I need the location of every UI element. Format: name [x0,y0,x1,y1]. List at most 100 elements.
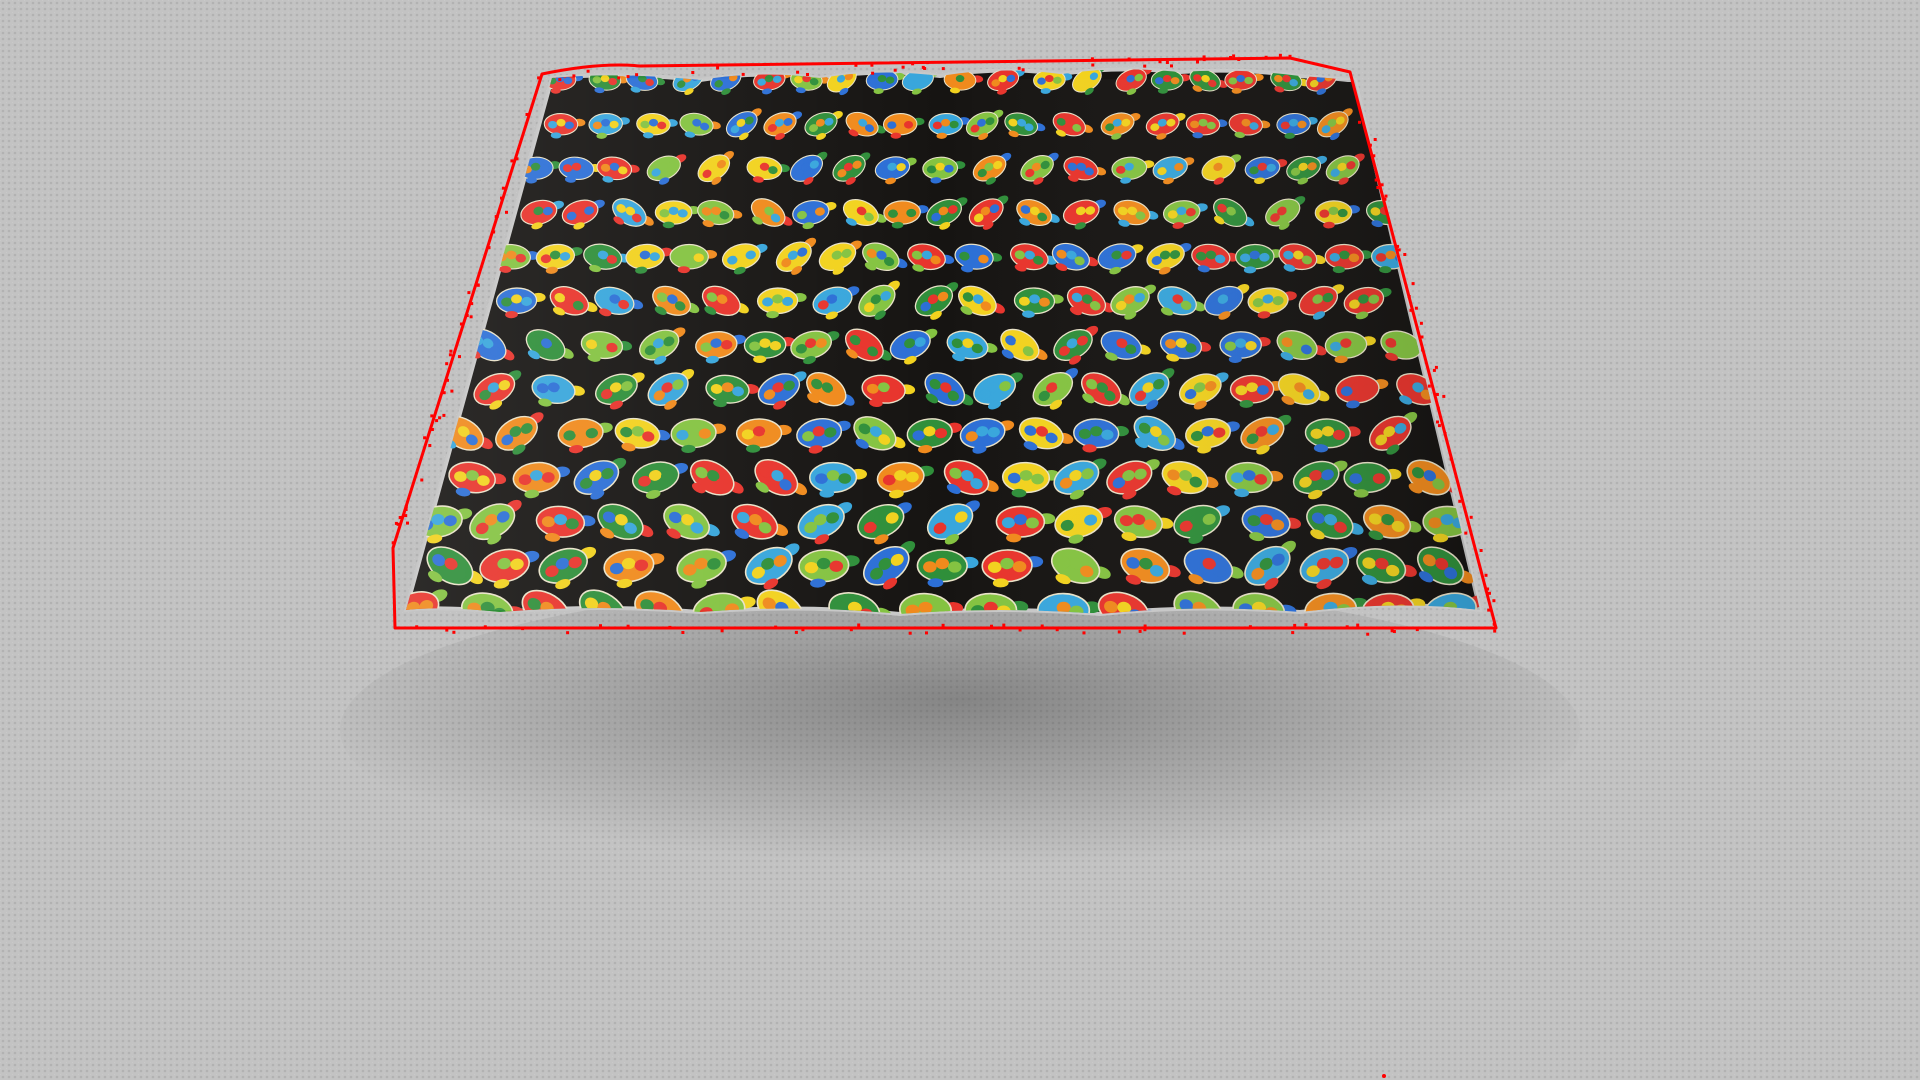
outline-point [430,414,434,418]
outline-point [1486,587,1490,591]
outline-point [1493,629,1497,633]
outline-point [1372,154,1376,158]
outline-point [668,625,672,629]
outline-point [391,541,395,545]
outline-point [617,76,621,80]
outline-point [458,355,461,359]
outline-point [1419,321,1423,325]
outline-point [404,508,408,511]
cloth-sheet [403,67,1483,617]
outline-point [505,210,508,214]
outline-point [1288,54,1292,58]
outline-point [1345,625,1349,629]
outline-point [1415,628,1419,632]
outline-point [1018,628,1022,632]
outline-point [741,72,745,76]
outline-point [1469,515,1473,519]
cloth-sheen [406,78,1480,610]
outline-point [857,623,861,627]
outline-point [796,70,800,74]
outline-point [1403,253,1407,256]
outline-point [483,625,487,629]
outline-point [911,62,915,66]
cloth-shadow [340,580,1580,880]
outline-point [1017,66,1021,70]
outline-point [537,76,541,80]
outline-point [445,362,449,366]
outline-point [1464,531,1468,535]
outline-point [1488,591,1491,595]
outline-point [446,378,449,382]
outline-point [1442,394,1446,398]
outline-point [1374,178,1378,182]
outline-point [1437,424,1441,428]
outline-point [1411,282,1415,286]
outline-point [1237,58,1241,61]
outline-point [1407,295,1411,298]
outline-point [1383,197,1387,201]
outline-point [515,157,519,161]
shell-segment [1134,73,1143,82]
outline-point [1435,393,1439,396]
outline-point [494,215,498,219]
outline-point [1165,61,1169,64]
outline-point [396,522,400,526]
outline-point [566,631,570,635]
outline-point [500,196,503,200]
outline-point [1082,631,1086,635]
outline-point [1293,623,1297,627]
outline-point [442,413,446,417]
segmentation-outline [391,56,1498,630]
outline-point [1436,406,1440,410]
outline-point [452,630,456,634]
outline-point [404,514,408,518]
outline-point [459,322,463,326]
outline-point [1040,624,1044,628]
outline-point [1021,68,1025,72]
outline-point [794,630,798,634]
outline-point [487,246,491,250]
outline-point [1487,608,1491,612]
outline-point [558,78,562,82]
outline-point [901,65,905,69]
outline-point [1392,630,1396,633]
outline-point [428,444,432,447]
outline-point [923,67,927,70]
outline-point [406,521,409,525]
outline-point [1368,143,1372,147]
outline-point [1170,64,1173,68]
outline-point [1409,308,1413,312]
outline-point [501,186,505,190]
outline-point [1434,365,1438,369]
outline-point [442,391,446,395]
outline-point [415,625,419,629]
outline-point [1291,631,1295,635]
outline-point [1202,55,1206,59]
outline-point [1182,631,1186,635]
outline-point [854,63,858,67]
outline-point [398,516,402,519]
outline-point [1421,348,1425,352]
outline-point [870,63,874,67]
outline-point [1492,599,1496,603]
outline-point [626,624,630,628]
outline-point [716,66,720,70]
outline-point [430,428,434,431]
outline-point [423,436,427,440]
outline-point [1055,628,1059,632]
outline-point [435,419,439,423]
outline-point [1397,248,1401,252]
outline-point [469,315,473,319]
outline-point [893,68,897,72]
outline-point [1229,56,1232,59]
outline-point [1202,58,1206,62]
outline-point [720,629,724,633]
outline-point [1232,54,1236,58]
outline-point [925,631,928,635]
outline-point [1376,186,1380,189]
outline-point [1278,53,1282,57]
outline-point [1366,632,1370,636]
outline-point [626,75,630,79]
outline-point [801,628,805,632]
